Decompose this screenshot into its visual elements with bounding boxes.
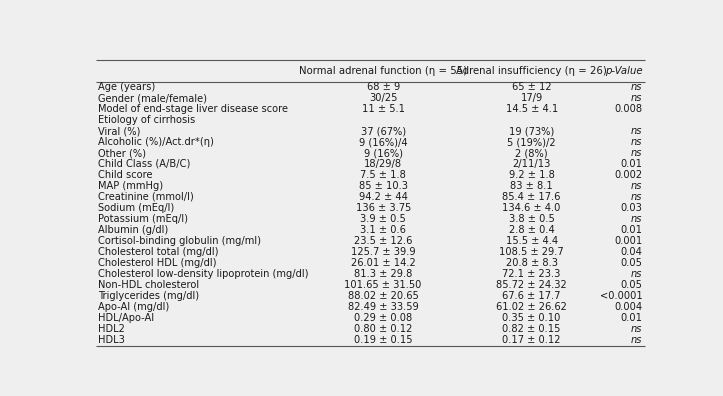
Text: ns: ns [631, 181, 642, 191]
Text: Cholesterol total (mg/dl): Cholesterol total (mg/dl) [98, 247, 219, 257]
Text: Creatinine (mmol/l): Creatinine (mmol/l) [98, 192, 194, 202]
Text: 72.1 ± 23.3: 72.1 ± 23.3 [502, 269, 561, 279]
Text: 3.8 ± 0.5: 3.8 ± 0.5 [509, 214, 555, 224]
Text: <0.0001: <0.0001 [599, 291, 642, 301]
Text: p-Value: p-Value [604, 66, 642, 76]
Text: Cortisol-binding globulin (mg/ml): Cortisol-binding globulin (mg/ml) [98, 236, 261, 246]
Text: 88.02 ± 20.65: 88.02 ± 20.65 [348, 291, 419, 301]
Text: 0.01: 0.01 [620, 159, 642, 169]
Text: ns: ns [631, 82, 642, 92]
Text: Alcoholic (%)/Act.dr*(η): Alcoholic (%)/Act.dr*(η) [98, 137, 214, 147]
Text: 15.5 ± 4.4: 15.5 ± 4.4 [505, 236, 557, 246]
Text: Sodium (mEq/l): Sodium (mEq/l) [98, 203, 174, 213]
Text: 94.2 ± 44: 94.2 ± 44 [359, 192, 408, 202]
Text: Apo-AI (mg/dl): Apo-AI (mg/dl) [98, 302, 169, 312]
Text: 125.7 ± 39.9: 125.7 ± 39.9 [351, 247, 416, 257]
Text: 0.19 ± 0.15: 0.19 ± 0.15 [354, 335, 412, 345]
Text: 67.6 ± 17.7: 67.6 ± 17.7 [502, 291, 561, 301]
Text: 14.5 ± 4.1: 14.5 ± 4.1 [505, 104, 557, 114]
Text: 3.1 ± 0.6: 3.1 ± 0.6 [360, 225, 406, 235]
Text: 9 (16%)/4: 9 (16%)/4 [359, 137, 408, 147]
Text: Cholesterol low-density lipoprotein (mg/dl): Cholesterol low-density lipoprotein (mg/… [98, 269, 309, 279]
Text: ns: ns [631, 93, 642, 103]
Text: 108.5 ± 29.7: 108.5 ± 29.7 [500, 247, 564, 257]
Text: Normal adrenal function (η = 55): Normal adrenal function (η = 55) [299, 66, 467, 76]
Text: 30/25: 30/25 [369, 93, 398, 103]
Text: 0.05: 0.05 [620, 280, 642, 290]
Text: Etiology of cirrhosis: Etiology of cirrhosis [98, 115, 195, 125]
Text: 17/9: 17/9 [521, 93, 543, 103]
Text: 101.65 ± 31.50: 101.65 ± 31.50 [344, 280, 422, 290]
Text: 0.35 ± 0.10: 0.35 ± 0.10 [502, 313, 561, 323]
Text: 0.04: 0.04 [620, 247, 642, 257]
Text: 61.02 ± 26.62: 61.02 ± 26.62 [496, 302, 567, 312]
Text: Age (years): Age (years) [98, 82, 155, 92]
Text: Adrenal insufficiency (η = 26): Adrenal insufficiency (η = 26) [456, 66, 607, 76]
Text: 11 ± 5.1: 11 ± 5.1 [362, 104, 405, 114]
Text: 0.004: 0.004 [614, 302, 642, 312]
Text: 0.82 ± 0.15: 0.82 ± 0.15 [502, 324, 561, 334]
Text: 19 (73%): 19 (73%) [509, 126, 555, 136]
Text: 7.5 ± 1.8: 7.5 ± 1.8 [360, 170, 406, 180]
Text: Non-HDL cholesterol: Non-HDL cholesterol [98, 280, 200, 290]
Text: ns: ns [631, 269, 642, 279]
Text: ns: ns [631, 137, 642, 147]
Text: Viral (%): Viral (%) [98, 126, 140, 136]
Text: Child score: Child score [98, 170, 153, 180]
Text: ns: ns [631, 148, 642, 158]
Text: 18/29/8: 18/29/8 [364, 159, 402, 169]
Text: Triglycerides (mg/dl): Triglycerides (mg/dl) [98, 291, 200, 301]
Text: ns: ns [631, 335, 642, 345]
Text: 0.05: 0.05 [620, 258, 642, 268]
Text: 83 ± 8.1: 83 ± 8.1 [510, 181, 553, 191]
Text: 0.03: 0.03 [620, 203, 642, 213]
Text: 85 ± 10.3: 85 ± 10.3 [359, 181, 408, 191]
Text: 0.002: 0.002 [614, 170, 642, 180]
Text: 134.6 ± 4.0: 134.6 ± 4.0 [502, 203, 561, 213]
Text: 5 (19%)/2: 5 (19%)/2 [508, 137, 556, 147]
Text: 0.17 ± 0.12: 0.17 ± 0.12 [502, 335, 561, 345]
Text: ns: ns [631, 214, 642, 224]
Text: 37 (67%): 37 (67%) [361, 126, 406, 136]
Text: HDL2: HDL2 [98, 324, 125, 334]
Text: Cholesterol HDL (mg/dl): Cholesterol HDL (mg/dl) [98, 258, 217, 268]
Text: 65 ± 12: 65 ± 12 [512, 82, 552, 92]
Text: 20.8 ± 8.3: 20.8 ± 8.3 [505, 258, 557, 268]
Text: HDL/Apo-AI: HDL/Apo-AI [98, 313, 154, 323]
Text: Gender (male/female): Gender (male/female) [98, 93, 208, 103]
Text: 0.001: 0.001 [614, 236, 642, 246]
Text: 68 ± 9: 68 ± 9 [367, 82, 400, 92]
Text: MAP (mmHg): MAP (mmHg) [98, 181, 163, 191]
Text: 0.01: 0.01 [620, 313, 642, 323]
Text: Other (%): Other (%) [98, 148, 146, 158]
Text: ns: ns [631, 192, 642, 202]
Text: Potassium (mEq/l): Potassium (mEq/l) [98, 214, 188, 224]
Text: 9 (16%): 9 (16%) [364, 148, 403, 158]
Text: Child Class (A/B/C): Child Class (A/B/C) [98, 159, 191, 169]
Text: ns: ns [631, 126, 642, 136]
Text: 2.8 ± 0.4: 2.8 ± 0.4 [509, 225, 555, 235]
Text: 0.008: 0.008 [614, 104, 642, 114]
Text: ns: ns [631, 324, 642, 334]
Text: Model of end-stage liver disease score: Model of end-stage liver disease score [98, 104, 288, 114]
Text: 0.29 ± 0.08: 0.29 ± 0.08 [354, 313, 412, 323]
Text: HDL3: HDL3 [98, 335, 125, 345]
Text: Albumin (g/dl): Albumin (g/dl) [98, 225, 168, 235]
Text: 85.72 ± 24.32: 85.72 ± 24.32 [496, 280, 567, 290]
Text: 0.80 ± 0.12: 0.80 ± 0.12 [354, 324, 412, 334]
Text: 3.9 ± 0.5: 3.9 ± 0.5 [360, 214, 406, 224]
Text: 9.2 ± 1.8: 9.2 ± 1.8 [509, 170, 555, 180]
Text: 23.5 ± 12.6: 23.5 ± 12.6 [354, 236, 412, 246]
Text: 85.4 ± 17.6: 85.4 ± 17.6 [502, 192, 561, 202]
Text: 82.49 ± 33.59: 82.49 ± 33.59 [348, 302, 419, 312]
Text: 136 ± 3.75: 136 ± 3.75 [356, 203, 411, 213]
Text: 0.01: 0.01 [620, 225, 642, 235]
Text: 2/11/13: 2/11/13 [513, 159, 551, 169]
Text: 26.01 ± 14.2: 26.01 ± 14.2 [351, 258, 416, 268]
Text: 2 (8%): 2 (8%) [515, 148, 548, 158]
Text: 81.3 ± 29.8: 81.3 ± 29.8 [354, 269, 412, 279]
